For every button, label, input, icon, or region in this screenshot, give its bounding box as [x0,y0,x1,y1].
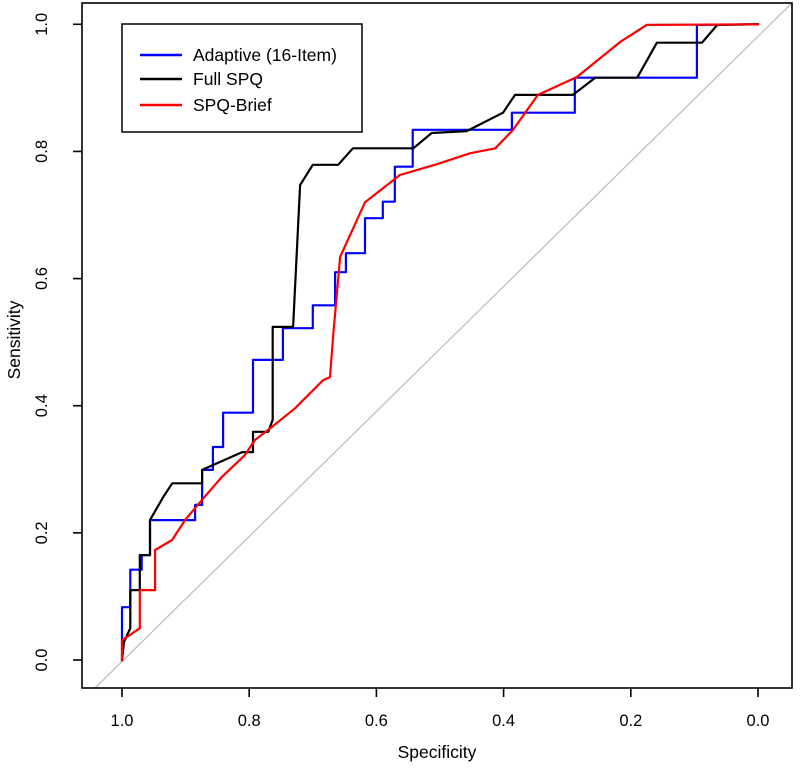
roc-curve-spq-brief [120,23,760,662]
legend-label: Full SPQ [193,69,263,89]
y-tick-label: 0.2 [33,521,51,544]
chance-diagonal-line [94,2,793,689]
y-tick-label: 0.0 [33,649,51,672]
y-tick-label: 0.6 [33,267,51,290]
y-axis-title: Sensitivity [4,300,24,379]
x-tick-label: 0.6 [365,712,388,730]
roc-curve-full-spq [120,23,760,662]
y-tick-label: 1.0 [33,13,51,36]
x-axis-title: Specificity [398,742,477,762]
legend-label: Adaptive (16-Item) [193,45,337,65]
x-axis: 1.0 0.8 0.6 0.4 0.2 0.0 Specificity [111,688,770,762]
x-tick-label: 0.8 [238,712,261,730]
x-tick-label: 0.0 [747,712,770,730]
legend: Adaptive (16-Item) Full SPQ SPQ-Brief [121,23,363,133]
legend-label: SPQ-Brief [193,95,272,115]
y-tick-label: 0.4 [33,394,51,417]
plot-box [81,2,793,689]
x-tick-label: 1.0 [111,712,134,730]
y-axis: 0.0 0.2 0.4 0.6 0.8 1.0 Sensitivity [4,13,82,672]
x-tick-label: 0.2 [619,712,642,730]
y-tick-label: 0.8 [33,140,51,163]
x-tick-label: 0.4 [492,712,515,730]
